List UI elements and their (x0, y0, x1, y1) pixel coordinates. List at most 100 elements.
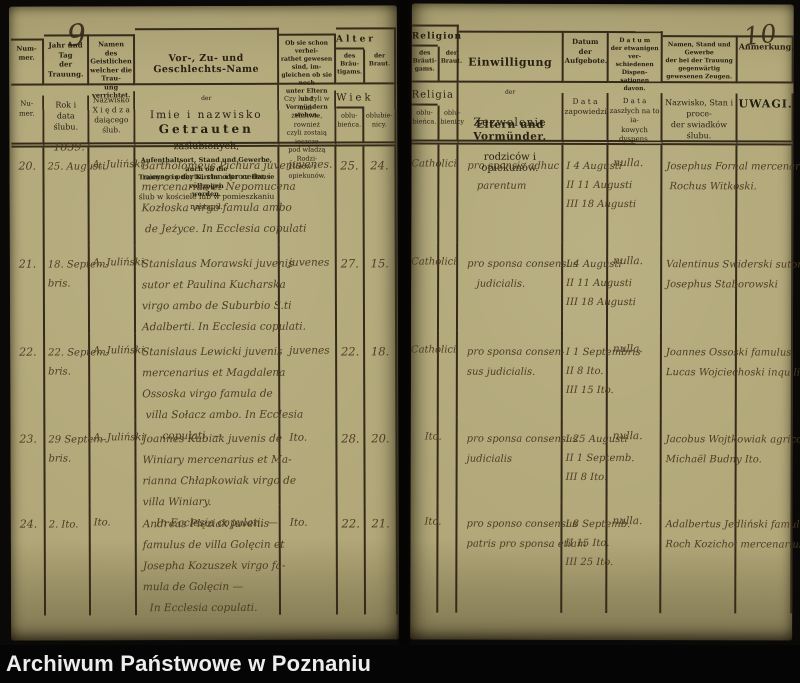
consent-value: pro sponsa consensus judicialis (457, 417, 578, 503)
witnesses: Jacobus Wojtkowiak agricola Michaël Budn… (661, 418, 800, 504)
couple-names: Andreas Plęziak juvenis famulus de villa… (136, 504, 285, 616)
religion-value: Ito. (410, 417, 458, 503)
entry-number: 21. (11, 245, 46, 334)
header-de-anmerkung: Anmerkung. (737, 35, 794, 84)
year-note: 1839. (53, 140, 85, 154)
religion-value: Catholici (410, 330, 458, 418)
header-pl-zapowiedzi: D a t a zapowiedzi. (563, 92, 609, 146)
header-de-alter-label: Alter (335, 29, 376, 50)
header-de-religion-group: Religion des Bräuti- gams. der Braut. (411, 24, 462, 83)
religion-value: Ito. (410, 502, 458, 613)
left-page: 9 Num- mer. Jahr und Tag der Trauung. Na… (8, 5, 400, 641)
priest-name: A. Juliński (89, 245, 144, 334)
groom-age: 28. (337, 419, 366, 505)
remarks (736, 243, 794, 332)
entry-number: 23. (12, 420, 46, 506)
archive-name-label: Archiwum Państwowe w Poznaniu (6, 651, 372, 676)
consent-value: pro sponsa consensus judicialis. (457, 242, 578, 331)
groom-age: 22. (337, 332, 366, 420)
consent-value: pro sponsa consen- sus judicialis. (457, 330, 565, 418)
bride-age: 15. (364, 244, 398, 333)
bride-age: 20. (365, 419, 398, 505)
banns-dates: I 25 Augusti II 1 Septemb. III 8 Ito. (562, 417, 634, 504)
header-pl-imie-line1: Imie i nazwisko (149, 108, 263, 122)
couple-names: Bartholomeus Pichura juvenis mercenarius… (135, 146, 306, 246)
bride-age: 18. (365, 332, 398, 420)
banns-dates: I 1 Septembris II 8 Ito. III 15 Ito. (562, 330, 641, 419)
marriage-table-left: Num- mer. Jahr und Tag der Trauung. Name… (11, 27, 399, 616)
header-pl-oblubienca-label: oblu- bieńca. (411, 105, 440, 140)
entry-number: 22. (12, 333, 46, 421)
wedding-date: 1839. 25. Augusti (44, 140, 105, 246)
header-de-zeugen: Namen, Stand und Gewerbe der bei der Tra… (662, 35, 738, 84)
header-de-names: Vor-, Zu- und Geschlechts-Name der Getra… (134, 27, 280, 198)
header-de-religion-label: Religion (411, 26, 462, 47)
banns-dates: I 4 Augusti II 11 Augusti III 18 Augusti (563, 144, 636, 244)
header-pl-religia-label: Religia (411, 82, 454, 106)
header-de-braeutigam-label: des Bräu- tigams. (336, 49, 366, 83)
header-de-verheirathet: Ob sie schon verhei- rathet gewesen sind… (278, 33, 337, 119)
marital-status: juvenes. (279, 146, 337, 245)
wedding-date: 18. Septem- bris. (44, 245, 109, 334)
header-pl-dyspensy: D a t a zaszłych na to ia- kowych dyspen… (608, 93, 663, 146)
groom-age: 22. (337, 504, 367, 615)
remarks (737, 145, 794, 244)
witnesses: Josephus Fornal mercenarius Rochus Witko… (662, 145, 800, 244)
marriage-table-right: Religion des Bräuti- gams. der Braut. Ei… (410, 24, 800, 614)
wedding-date: 29 Septem- bris. (45, 420, 106, 506)
header-pl-zezwolenie-line1: Zezwolenie (473, 115, 547, 129)
header-de-braeutigams-label: des Bräuti- gams. (411, 46, 440, 81)
header-pl-zezwolenie: Zezwolenie rodziców i opiekunów. (458, 92, 564, 174)
dispensation-value: nulla. (608, 145, 663, 244)
header-pl-swiadkowie: Nazwisko, Stan i proce- der swiadków ślu… (662, 93, 738, 146)
header-pl-ksiadz: Nazwisko X i ę d z a daiącego ślub. (89, 91, 136, 148)
dispensation-value: nulla. (607, 503, 662, 614)
remarks (736, 418, 793, 504)
marital-status: Ito. (280, 504, 339, 615)
header-de-geistlicher: Namen des Geistlichen welcher die Trau- … (88, 34, 136, 99)
bride-age: 21. (365, 504, 399, 615)
priest-name: Ito. (90, 505, 138, 616)
consent-value: pro sponso consensus patris pro sponsa e… (457, 502, 586, 613)
header-pl-religia-group: Religia oblu- bieńca. oblu- bienicy (411, 82, 464, 145)
witnesses: Valentinus Swiderski sutor Josephus Stab… (661, 243, 800, 332)
header-pl-oblubienicy-label: oblubie- nicy. (365, 111, 393, 128)
header-de-names-line1: Vor-, Zu- und Geschlechts-Name (153, 52, 259, 76)
groom-age: 27. (336, 244, 366, 333)
dispensation-value: nulla. (607, 418, 662, 504)
priest-name: A. Juliński (90, 333, 144, 421)
entry-number: 24. (12, 505, 47, 616)
witnesses: Joannes Ossoski famulus Lucas Wojciechos… (661, 331, 800, 419)
marital-status: juvenes (279, 244, 338, 333)
header-pl-numer: Nu- mer. (11, 95, 45, 148)
header-pl-oblubienca-label: oblu- bieńca. (336, 108, 365, 142)
couple-names: Stanislaus Lewicki juvenis mercenarius e… (136, 332, 303, 442)
banns-dates: I 4 Augusti II 11 Augusti III 18 Augusti (562, 242, 636, 332)
header-de-einwilligung-line1: Einwilligung (468, 55, 553, 69)
header-pl-wiek-label: Wiek (336, 84, 374, 109)
header-pl-uwagi: UWAGI. (737, 93, 794, 146)
header-de-dispens: D a t u m der etwanigen ver- schiedenen … (608, 31, 663, 92)
banns-dates: I 8 Septemb. II 15 Ito. III 25 Ito. (562, 502, 630, 614)
dispensation-value: nulla. (607, 243, 663, 332)
right-page: 10 Religion des Bräuti- gams. der Braut.… (410, 3, 800, 641)
header-de-aufgebote: Datum der Aufgebote. (563, 30, 609, 84)
religion-value: Catholici (411, 144, 459, 243)
remarks (736, 503, 793, 614)
header-de-nummer: Num- mer. (11, 38, 45, 86)
header-pl-imie: Imie i nazwisko zaślubionych, mieysce po… (135, 84, 280, 211)
header-pl-wiek-group: Wiek oblu- bieńca. oblubie- nicy. (336, 84, 397, 147)
wedding-date: 2. Ito. (45, 505, 92, 616)
header-de-datum: Jahr und Tag der Trauung. (43, 34, 90, 86)
couple-names: Joannes Kubiak juvenis de Winiary mercen… (136, 419, 296, 529)
archive-footer-bar: Archiwum Państwowe w Poznaniu (0, 645, 800, 683)
witnesses: Adalbertus Jedliński famulus Roch Kozich… (661, 503, 800, 614)
bride-age: 24. (364, 146, 397, 245)
couple-names: Stanislaus Morawski juvenis sutor et Pau… (135, 244, 306, 334)
book-spine-shadow (396, 0, 413, 645)
header-de-braut-label: der Braut. (368, 52, 391, 68)
wedding-date: 22. Septem- bris. (45, 333, 109, 421)
groom-age: 25. (336, 146, 365, 245)
header-pl-malzenstwo: Czy lub żyli w mał- żeństwie, rownież cz… (279, 90, 337, 179)
